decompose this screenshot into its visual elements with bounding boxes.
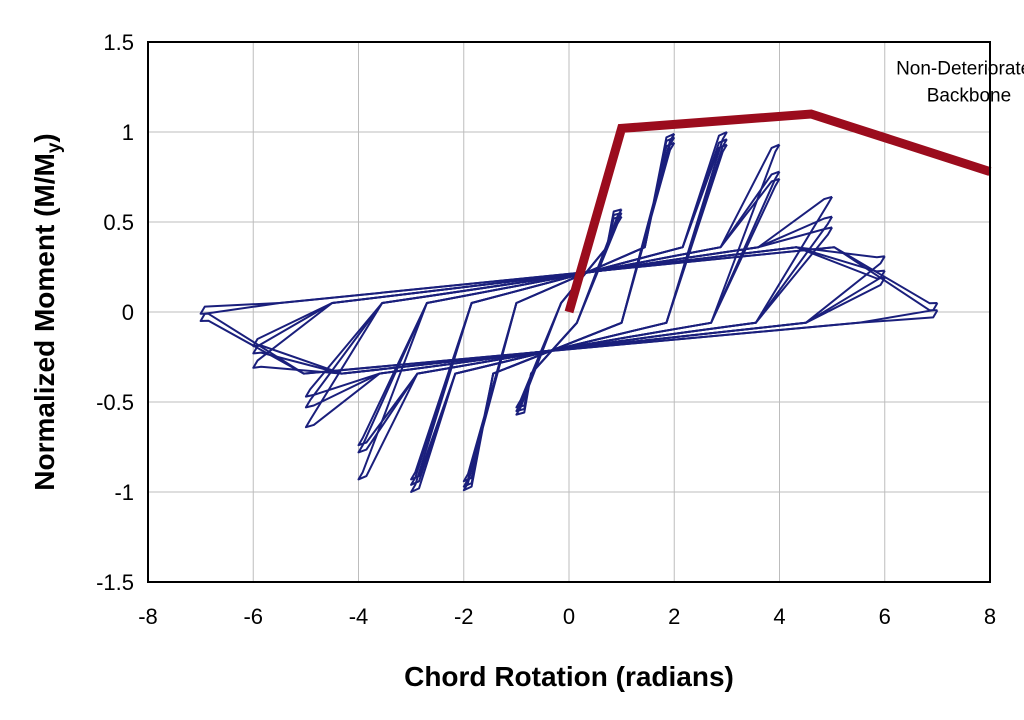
backbone-curve	[564, 109, 992, 314]
y-tick-label: 0.5	[103, 210, 134, 235]
hysteresis-loop	[199, 246, 939, 375]
x-tick-label: -6	[243, 604, 263, 629]
hysteresis-loop	[410, 143, 728, 481]
x-axis-label: Chord Rotation (radians)	[404, 661, 734, 692]
x-tick-label: -8	[138, 604, 158, 629]
y-tick-label: -1	[114, 480, 134, 505]
y-axis-label-sub: y	[44, 142, 65, 153]
y-tick-labels: -1.5 -1 -0.5 0 0.5 1 1.5	[96, 30, 134, 595]
y-tick-label: 1	[122, 120, 134, 145]
y-axis-label: Normalized Moment (M/My)	[29, 133, 65, 490]
annotation-line-1: Non-Deteriorated	[896, 58, 1024, 79]
x-tick-label: 4	[773, 604, 785, 629]
x-tick-label: -2	[454, 604, 474, 629]
x-tick-label: 8	[984, 604, 996, 629]
y-tick-label: 0	[122, 300, 134, 325]
x-tick-label: 2	[668, 604, 680, 629]
grid	[148, 42, 990, 582]
hysteresis-loop	[357, 143, 781, 481]
hysteresis-loop	[304, 195, 833, 429]
hysteresis-loop	[357, 170, 781, 454]
hysteresis-loop	[515, 215, 623, 409]
plot-frame	[147, 41, 991, 583]
y-tick-label: -0.5	[96, 390, 134, 415]
x-tick-label: 0	[563, 604, 575, 629]
x-tick-label: 6	[879, 604, 891, 629]
annotation-line-2: Backbone	[927, 85, 1012, 106]
hysteresis-loop	[304, 226, 833, 398]
hysteresis-loop	[199, 246, 939, 375]
x-tick-label: -4	[349, 604, 369, 629]
y-tick-label: -1.5	[96, 570, 134, 595]
hysteresis-loop	[252, 246, 886, 375]
x-tick-labels: -8 -6 -4 -2 0 2 4 6 8	[138, 604, 996, 629]
series-layer	[199, 109, 992, 493]
y-axis-label-main: Normalized Moment (M/M	[29, 153, 60, 491]
y-axis-label-end: )	[29, 133, 60, 142]
hysteresis-loop	[357, 177, 781, 447]
y-tick-label: 1.5	[103, 30, 134, 55]
hysteresis-loop	[252, 246, 886, 375]
hysteresis-loop	[304, 215, 833, 409]
